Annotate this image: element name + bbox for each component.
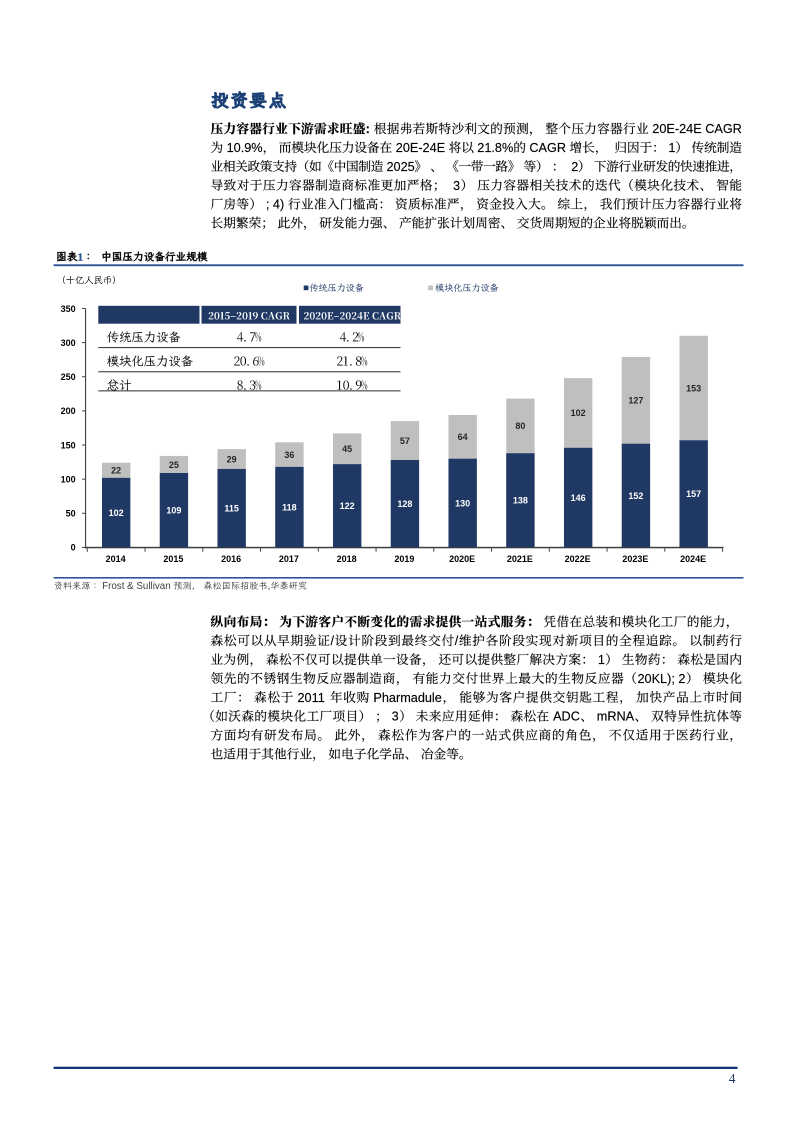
svg-text:2022E: 2022E <box>565 554 591 564</box>
svg-text:20E-24E CAGR: 20E-24E CAGR <box>649 122 742 136</box>
svg-text:350: 350 <box>61 304 76 314</box>
svg-text:2: 2 <box>568 160 579 174</box>
svg-text:50: 50 <box>66 509 76 519</box>
svg-text:2015: 2015 <box>163 554 183 564</box>
svg-text:102: 102 <box>571 408 586 418</box>
svg-text:157: 157 <box>686 489 701 499</box>
svg-text:200: 200 <box>61 406 76 416</box>
svg-text:130: 130 <box>455 498 470 508</box>
svg-text:128: 128 <box>397 499 412 509</box>
svg-text:138: 138 <box>513 496 528 506</box>
svg-text:2016: 2016 <box>221 554 241 564</box>
svg-text:4: 4 <box>729 1071 736 1086</box>
svg-text:20KL); 2: 20KL); 2 <box>637 672 685 686</box>
svg-text:152: 152 <box>628 491 643 501</box>
svg-text:,: , <box>268 581 271 592</box>
svg-text:2024E: 2024E <box>680 554 706 564</box>
svg-text:250: 250 <box>61 372 76 382</box>
svg-text:10.9%: 10.9% <box>223 141 263 155</box>
svg-text:2021E: 2021E <box>507 554 533 564</box>
svg-text:2011: 2011 <box>294 691 328 705</box>
svg-text:3: 3 <box>392 710 399 724</box>
svg-text:45: 45 <box>342 444 352 454</box>
svg-text:36: 36 <box>284 450 294 460</box>
svg-text:/: / <box>331 634 335 648</box>
svg-text:100: 100 <box>61 474 76 484</box>
svg-text:Frost & Sullivan: Frost & Sullivan <box>102 581 173 592</box>
svg-text:150: 150 <box>61 440 76 450</box>
svg-text:122: 122 <box>340 501 355 511</box>
svg-text:mRNA: mRNA <box>597 710 635 724</box>
svg-text::: : <box>366 122 370 136</box>
svg-text:57: 57 <box>400 436 410 446</box>
svg-text:22: 22 <box>111 466 121 476</box>
svg-text:146: 146 <box>571 493 586 503</box>
svg-text:1: 1 <box>598 653 605 667</box>
svg-text:2018: 2018 <box>337 554 357 564</box>
svg-text:153: 153 <box>686 383 701 393</box>
svg-text:2023E: 2023E <box>622 554 648 564</box>
svg-text:300: 300 <box>61 338 76 348</box>
svg-text:2020E: 2020E <box>449 554 475 564</box>
svg-text:ADC: ADC <box>550 710 580 724</box>
svg-text:109: 109 <box>166 505 181 515</box>
svg-text:2017: 2017 <box>279 554 299 564</box>
svg-text:29: 29 <box>227 454 237 464</box>
svg-text:25: 25 <box>169 460 179 470</box>
svg-text:2025: 2025 <box>383 160 415 174</box>
svg-text:Pharmadule: Pharmadule <box>370 691 442 705</box>
svg-text:127: 127 <box>628 396 643 406</box>
svg-text:2019: 2019 <box>394 554 414 564</box>
svg-text:CAGR: CAGR <box>526 141 570 155</box>
svg-text:3: 3 <box>450 179 461 193</box>
svg-text:/: / <box>455 634 459 648</box>
svg-text:0: 0 <box>71 543 76 553</box>
svg-text:64: 64 <box>458 432 468 442</box>
svg-text:1: 1 <box>668 141 675 155</box>
svg-text:115: 115 <box>224 503 239 513</box>
svg-text:118: 118 <box>282 502 297 512</box>
svg-text:21.8%: 21.8% <box>474 141 514 155</box>
svg-text:2014: 2014 <box>106 554 126 564</box>
svg-text:; 4): ; 4) <box>266 198 288 212</box>
svg-text:102: 102 <box>109 508 124 518</box>
svg-text:80: 80 <box>515 421 525 431</box>
svg-text:1: 1 <box>78 251 83 263</box>
svg-text:20E-24E: 20E-24E <box>392 141 448 155</box>
